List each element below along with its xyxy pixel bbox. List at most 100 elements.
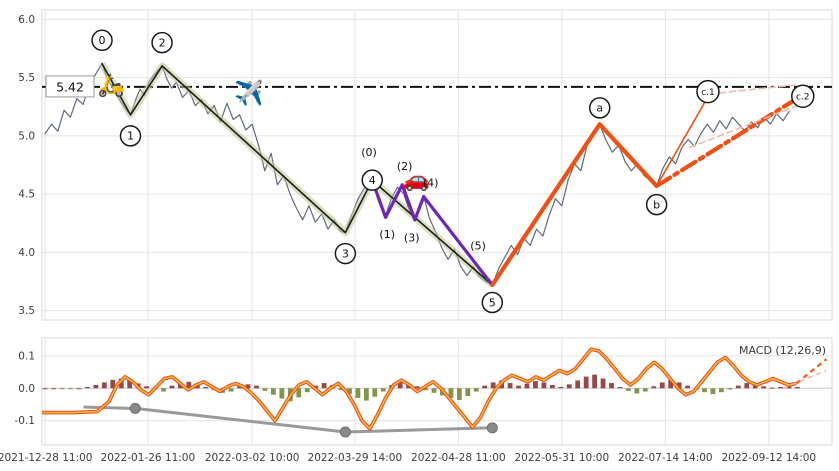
x-axis-tick: 2022-03-02 10:00 bbox=[205, 452, 300, 464]
macd-histogram-bar bbox=[414, 386, 420, 389]
y-axis-tick: -0.1 bbox=[15, 415, 36, 427]
macd-histogram-bar bbox=[651, 386, 657, 389]
macd-histogram-bar bbox=[68, 388, 73, 390]
y-axis-tick: 4.5 bbox=[18, 189, 35, 201]
wave-marker-label: b bbox=[653, 198, 660, 211]
macd-histogram-bar bbox=[203, 386, 209, 389]
macd-divergence-dot bbox=[129, 402, 141, 414]
wave-marker-1: 1 bbox=[119, 125, 142, 147]
macd-histogram-bar bbox=[321, 383, 327, 389]
macd-histogram-bar bbox=[583, 376, 589, 389]
macd-divergence-line bbox=[83, 405, 494, 434]
macd-histogram-bar bbox=[279, 388, 285, 399]
wave-marker-circle bbox=[119, 125, 142, 147]
macd-histogram-bar bbox=[51, 388, 57, 390]
car-icon: 🚗 bbox=[403, 168, 430, 193]
macd-histogram-bar bbox=[541, 382, 547, 389]
macd-histogram-bar bbox=[144, 386, 149, 389]
pink-dashed-upper bbox=[708, 83, 800, 95]
wave-marker-circle bbox=[791, 84, 815, 108]
orange-wave-ab bbox=[490, 122, 659, 288]
wave-marker-b: b bbox=[645, 193, 668, 216]
macd-histogram-bar bbox=[566, 384, 572, 389]
y-axis-tick: 0.1 bbox=[18, 350, 35, 362]
macd-histogram-bar bbox=[676, 382, 682, 389]
macd-histogram-bar bbox=[304, 388, 310, 393]
x-axis-tick: 2022-09-12 14:00 bbox=[721, 452, 816, 464]
purple-subwave bbox=[370, 178, 494, 287]
x-axis-tick: 2022-03-29 14:00 bbox=[308, 452, 403, 464]
wave-marker-label: a bbox=[596, 102, 603, 115]
orange-dashdot-b-c2 bbox=[654, 95, 801, 189]
macd-histogram-bar bbox=[609, 383, 614, 389]
macd-histogram-bar bbox=[101, 382, 107, 389]
wave-marker-label: 0 bbox=[99, 34, 106, 47]
macd-histogram-bar bbox=[642, 388, 648, 392]
macd-histogram-bar bbox=[473, 388, 479, 392]
macd-histogram-bar bbox=[795, 386, 800, 389]
macd-histogram-bar bbox=[59, 388, 65, 390]
y-axis-tick: 3.5 bbox=[18, 305, 35, 317]
macd-histogram-bar bbox=[668, 379, 674, 389]
macd-signal-line bbox=[42, 348, 797, 430]
y-axis-tick: 6.0 bbox=[18, 14, 35, 26]
wave-marker-4: 4 bbox=[361, 169, 383, 191]
macd-histogram-bar bbox=[634, 388, 640, 394]
macd-histogram-bar bbox=[237, 386, 242, 389]
macd-histogram-bar bbox=[786, 386, 792, 389]
macd-histogram-bar bbox=[169, 385, 175, 389]
macd-histogram-bar bbox=[245, 384, 251, 389]
x-axis-tick: 2022-01-26 11:00 bbox=[101, 452, 196, 464]
macd-histogram-bar bbox=[735, 385, 741, 389]
macd-histogram-bar bbox=[228, 388, 234, 392]
scooter-icon: 🛵 bbox=[98, 72, 125, 98]
y-axis-tick: 5.5 bbox=[18, 72, 35, 84]
macd-histogram-bar bbox=[465, 388, 471, 397]
macd-histogram-bar bbox=[262, 388, 268, 391]
macd-histogram-bar bbox=[592, 374, 598, 389]
wave-marker-circle bbox=[588, 97, 611, 119]
macd-histogram-bar bbox=[270, 388, 276, 395]
macd-histogram-bar bbox=[355, 388, 361, 398]
macd-divergence-dot bbox=[486, 422, 498, 434]
hline-label-box bbox=[45, 75, 95, 98]
wave-marker-circle bbox=[645, 193, 668, 216]
macd-histogram-bar bbox=[685, 385, 690, 389]
macd-histogram-bar bbox=[448, 388, 454, 398]
wave-marker-3: 3 bbox=[334, 242, 357, 265]
macd-histogram-bar bbox=[659, 382, 665, 389]
wave-marker-label: c.1 bbox=[701, 88, 715, 98]
wave-marker-circle bbox=[361, 169, 383, 191]
x-axis-tick: 2022-07-14 14:00 bbox=[618, 452, 713, 464]
pink-dashed-lower bbox=[688, 104, 799, 149]
wave-marker-circle bbox=[151, 31, 173, 54]
y-axis-tick: 0.0 bbox=[18, 383, 35, 395]
wave-marker-circle bbox=[334, 242, 357, 265]
macd-histogram-bar bbox=[761, 386, 767, 389]
x-axis-tick: 2021-12-28 11:00 bbox=[0, 452, 92, 464]
macd-histogram-bar bbox=[507, 383, 513, 389]
macd-histogram-bar bbox=[524, 383, 530, 389]
macd-histogram-bar bbox=[626, 388, 631, 391]
wave-marker-2: 2 bbox=[151, 31, 173, 54]
wave-marker-c.2: c.2 bbox=[791, 84, 815, 108]
wave-annotation: (1) bbox=[379, 228, 395, 241]
macd-histogram-bar bbox=[719, 388, 724, 393]
macd-divergence-dot bbox=[339, 426, 351, 438]
macd-histogram-bar bbox=[617, 386, 623, 389]
macd-histogram-bar bbox=[456, 388, 462, 400]
macd-histogram-bar bbox=[127, 380, 133, 389]
wave-marker-circle bbox=[696, 79, 720, 104]
macd-histogram-bar bbox=[769, 387, 775, 389]
wave-marker-c.1: c.1 bbox=[696, 79, 720, 104]
macd-histogram-bar bbox=[363, 388, 369, 401]
macd-histogram-bar bbox=[397, 381, 403, 389]
wave-marker-label: 4 bbox=[369, 174, 376, 187]
macd-histogram-bar bbox=[710, 388, 716, 395]
wave-marker-label: c.2 bbox=[796, 92, 810, 102]
wave-annotation: (2) bbox=[397, 160, 413, 173]
wave-marker-label: 1 bbox=[127, 130, 134, 143]
macd-histogram-bar bbox=[533, 381, 538, 389]
macd-histogram-bar bbox=[558, 386, 564, 389]
